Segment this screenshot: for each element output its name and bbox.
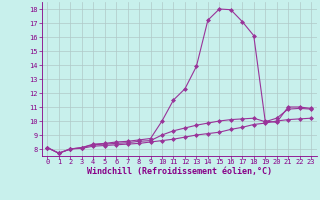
X-axis label: Windchill (Refroidissement éolien,°C): Windchill (Refroidissement éolien,°C) xyxy=(87,167,272,176)
